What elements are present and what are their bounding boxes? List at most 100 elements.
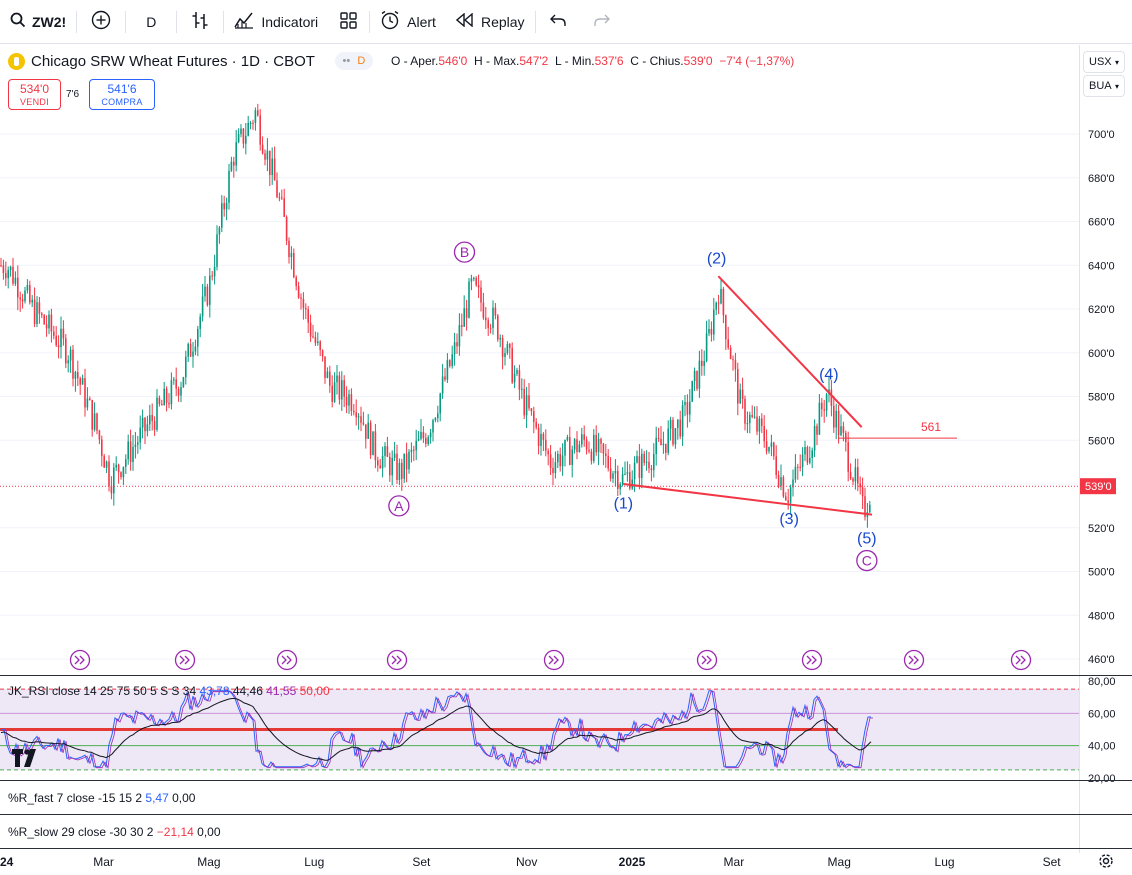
candle-body — [170, 380, 173, 405]
candle-body — [199, 316, 201, 329]
candle-body — [621, 474, 624, 485]
event-marker-icon — [903, 649, 925, 671]
candle-body — [84, 378, 86, 408]
candle-body — [297, 286, 300, 298]
candle-body — [12, 266, 14, 284]
candle-body — [2, 265, 5, 274]
event-markers[interactable] — [69, 649, 1032, 671]
candle-body — [703, 361, 705, 366]
legend-title[interactable]: Chicago SRW Wheat Futures · 1D · CBOT — [31, 52, 315, 70]
candle-body — [65, 338, 67, 364]
candle-body — [115, 464, 117, 468]
candle-body — [770, 442, 773, 447]
candle-body — [194, 346, 197, 352]
candle-body — [689, 401, 691, 415]
interval-button[interactable]: D — [126, 0, 176, 44]
rsi-value-1: 43,78 — [199, 684, 230, 698]
candle-body — [859, 483, 861, 488]
redo-button[interactable] — [580, 0, 624, 44]
candle-body — [864, 496, 866, 518]
pane-divider[interactable] — [0, 814, 1132, 815]
candle-body — [441, 376, 444, 394]
rsi-ma-line — [0, 698, 872, 761]
candle-body — [185, 356, 187, 378]
candle-body — [300, 297, 302, 299]
candle-body — [869, 504, 871, 513]
candle-body — [228, 170, 230, 203]
candle-body — [513, 373, 516, 383]
bar-style-icon — [191, 10, 209, 33]
candle-body — [273, 158, 276, 181]
wave-circle — [453, 241, 476, 263]
high-label: H - Max. — [474, 54, 520, 68]
legend-badge[interactable]: •• D — [334, 52, 373, 70]
candle-body — [845, 432, 847, 443]
candle-body — [410, 449, 413, 452]
replay-label: Replay — [480, 13, 525, 30]
candle-body — [504, 352, 506, 357]
candle-body — [259, 115, 261, 145]
candle-body — [739, 389, 741, 404]
candle-body — [636, 456, 638, 463]
settings-button[interactable] — [1097, 853, 1115, 871]
candle-body — [355, 412, 357, 418]
wave-label: (4) — [819, 367, 839, 384]
rsi-signal-line — [2, 691, 873, 770]
candle-body — [403, 453, 405, 479]
compare-button[interactable] — [77, 0, 125, 44]
bar-style-button[interactable] — [177, 0, 223, 44]
unit-scale-dropdown[interactable]: BUA ▾ — [1083, 75, 1125, 97]
candle-body — [69, 349, 72, 361]
price-axis: 700'0 680'0 660'0 640'0 620'0 600'0 580'0 560'0… — [1080, 129, 1116, 666]
y-tick-label: 520'0 — [1088, 523, 1115, 535]
candle-body — [89, 398, 91, 401]
undo-button[interactable] — [536, 0, 580, 44]
price-grid — [0, 133, 1079, 660]
candle-body — [81, 378, 84, 385]
sell-button[interactable]: 534'0 VENDI — [8, 79, 61, 110]
candle-body — [192, 351, 194, 357]
pane-divider[interactable] — [0, 780, 1132, 781]
r-fast-legend[interactable]: %R_fast 7 close -15 15 2 5,47 0,00 — [8, 791, 195, 805]
candle-body — [146, 424, 149, 432]
buy-button[interactable]: 541'6 COMPRA — [89, 79, 155, 110]
toolbar-divider — [369, 10, 371, 33]
candle-body — [386, 446, 389, 457]
drawings[interactable]: 561 — [0, 275, 1079, 516]
candle-body — [197, 328, 199, 347]
replay-button[interactable]: Replay — [446, 0, 535, 44]
pane-divider[interactable] — [0, 848, 1132, 849]
candle-body — [0, 265, 2, 267]
rsi-legend[interactable]: JK_RSI close 14 25 75 50 5 S S 34 43,78 … — [8, 684, 330, 698]
buy-price: 541'6 — [107, 82, 137, 96]
candle-body — [48, 314, 50, 329]
candle-body — [19, 297, 21, 300]
horizontal-level-label: 561 — [921, 420, 941, 434]
candle-body — [861, 487, 864, 497]
candle-body — [564, 439, 566, 456]
add-symbol-icon — [91, 10, 111, 33]
candle-body — [108, 461, 110, 487]
low-label: L - Min. — [555, 54, 595, 68]
candle-body — [285, 216, 288, 241]
tradingview-logo-icon — [12, 749, 36, 767]
templates-button[interactable] — [328, 0, 369, 44]
candle-body — [559, 453, 561, 467]
candle-body — [811, 450, 813, 459]
r-slow-legend[interactable]: %R_slow 29 close -30 30 2 −21,14 0,00 — [8, 825, 221, 839]
x-tick-label: 2024 — [0, 855, 14, 869]
candle-body — [780, 477, 782, 487]
r-fast-label: %R_fast 7 close -15 15 2 — [8, 791, 143, 805]
candle-body — [175, 379, 177, 389]
candle-body — [605, 453, 607, 456]
pane-divider[interactable] — [0, 675, 1132, 676]
indicators-button[interactable]: Indicatori — [224, 0, 328, 44]
alert-button[interactable]: Alert — [370, 0, 446, 44]
tradingview-logo[interactable] — [12, 748, 42, 772]
candle-body — [501, 337, 504, 357]
symbol-search-button[interactable]: ZW2! — [0, 0, 76, 44]
candle-body — [677, 419, 679, 429]
currency-unit-dropdown[interactable]: USX ▾ — [1083, 51, 1125, 73]
templates-icon — [340, 11, 357, 32]
